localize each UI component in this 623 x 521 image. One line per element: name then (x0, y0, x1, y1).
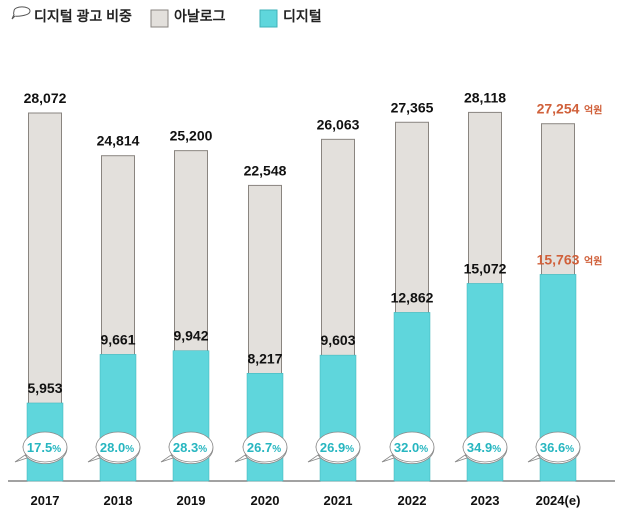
label-digital-2020: 8,217 (247, 350, 282, 366)
legend-label-share: 디지털 광고 비중 (34, 8, 132, 24)
label-digital-2019: 9,942 (173, 328, 208, 344)
legend-label-digital: 디지털 (283, 8, 322, 24)
share-label-2018: 28.0% (100, 440, 134, 455)
label-analog-2022: 27,365 (391, 99, 434, 115)
share-label-2022: 32.0% (394, 440, 428, 455)
label-analog-2023: 28,118 (464, 89, 506, 105)
share-bubble-body-2018 (95, 431, 141, 463)
share-bubble-body-2024(e) (535, 431, 581, 463)
share-bubble-body-2021 (315, 431, 361, 463)
bar-digital-2020 (246, 373, 284, 482)
x-tick-2021: 2021 (324, 493, 353, 508)
x-tick-2018: 2018 (104, 493, 133, 508)
unit-label-digital: 억원 (584, 254, 602, 267)
x-tick-2022: 2022 (398, 493, 427, 508)
legend-analog-swatch-icon (150, 9, 169, 28)
share-bubble-body-2020 (242, 431, 288, 463)
label-analog-2021: 26,063 (317, 116, 360, 132)
share-label-2020: 26.7% (247, 440, 281, 455)
label-analog-2019: 25,200 (170, 128, 213, 144)
label-digital-2024(e): 15,763 (537, 251, 580, 267)
share-label-2023: 34.9% (467, 440, 501, 455)
legend-share-bubble-icon (11, 6, 31, 20)
label-analog-2024(e): 27,254 (537, 101, 580, 117)
label-analog-2017: 28,072 (24, 90, 67, 106)
share-bubble-body-2023 (462, 431, 508, 463)
label-digital-2018: 9,661 (100, 331, 135, 347)
unit-label-analog: 억원 (584, 104, 602, 117)
x-tick-2019: 2019 (177, 493, 206, 508)
x-tick-2017: 2017 (31, 493, 60, 508)
share-label-2019: 28.3% (173, 440, 207, 455)
label-digital-2017: 5,953 (27, 380, 62, 396)
chart-marks: 28,072 5,953 17.5% 2017 24,814 9,661 28.0% 2018… (14, 89, 602, 508)
label-digital-2021: 9,603 (320, 332, 355, 348)
share-bubble-body-2022 (389, 431, 435, 463)
chart-legend: 디지털 광고 비중 아날로그 디지털 (11, 6, 322, 28)
share-label-2024(e): 36.6% (540, 440, 574, 455)
x-tick-2020: 2020 (251, 493, 280, 508)
x-tick-2023: 2023 (471, 493, 500, 508)
label-analog-2018: 24,814 (97, 133, 140, 149)
share-bubble-body-2019 (168, 431, 214, 463)
label-analog-2020: 22,548 (244, 162, 287, 178)
label-digital-2023: 15,072 (464, 260, 507, 276)
label-digital-2022: 12,862 (391, 289, 434, 305)
x-tick-2024(e): 2024(e) (536, 493, 581, 508)
share-label-2021: 26.9% (320, 440, 354, 455)
legend-label-analog: 아날로그 (174, 8, 226, 24)
share-label-2017: 17.5% (27, 440, 61, 455)
legend-digital-swatch-icon (259, 9, 278, 28)
share-bubble-body-2017 (22, 431, 68, 463)
